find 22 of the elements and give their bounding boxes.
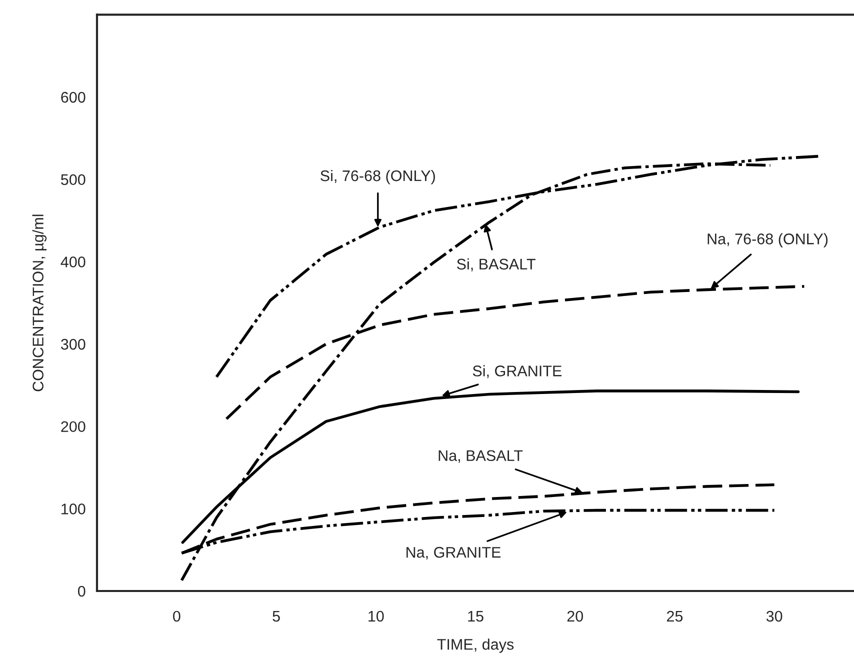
x-tick-label: 25 [666, 610, 683, 622]
annotation: Na, BASALT [438, 450, 523, 463]
y-tick-label: 400 [60, 256, 86, 268]
y-tick-label: 100 [62, 504, 86, 514]
y-tick-label: 0 [78, 586, 86, 597]
annotation: Na, GRANITE [406, 546, 501, 560]
annotation: Na, 76-68 (ONLY) [708, 233, 828, 248]
y-tick-label: 300 [60, 338, 86, 350]
y-tick-label: 200 [61, 421, 86, 432]
annotation: Si, GRANITE [472, 365, 562, 378]
x-tick-label: 15 [468, 611, 484, 622]
x-tick-label: 10 [368, 610, 384, 622]
x-tick-label: 5 [272, 611, 280, 622]
x-axis-title: TIME, days [437, 638, 514, 653]
y-axis-title: CONCENTRATION, µg/ml [32, 214, 47, 392]
y-tick-label: 500 [61, 174, 86, 186]
y-tick-label: 600 [61, 92, 86, 103]
annotation: Si, BASALT [456, 258, 536, 272]
x-tick-label: 20 [567, 610, 584, 622]
x-tick-label: 30 [766, 610, 782, 622]
annotation: Si, 76-68 (ONLY) [320, 170, 435, 184]
x-tick-label: 0 [173, 610, 180, 622]
